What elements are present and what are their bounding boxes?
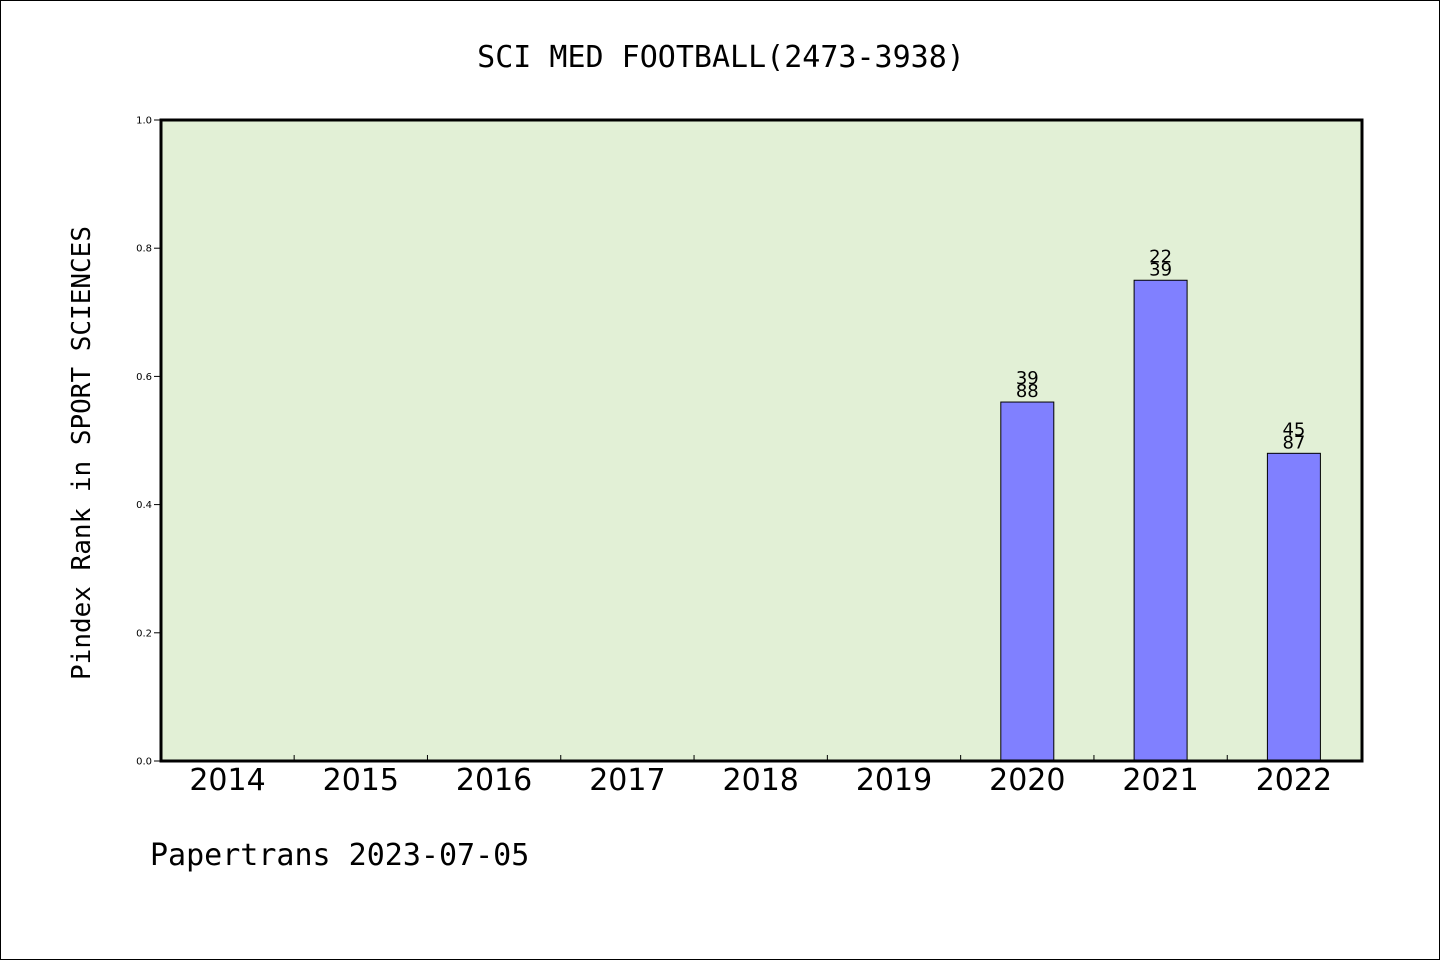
- y-axis: 0.0 0.2 0.4 0.6 0.8 1.0: [136, 116, 161, 768]
- bar-label-top: 39: [1016, 368, 1039, 389]
- bar-label-bottom: 87: [1282, 432, 1305, 453]
- x-tick-label: 2016: [456, 763, 532, 798]
- bar-label-top: 22: [1149, 246, 1172, 267]
- y-tick-label: 0.8: [136, 244, 152, 255]
- y-axis-label: Pindex Rank in SPORT SCIENCES: [67, 226, 97, 680]
- bar-2022: [1266, 452, 1321, 762]
- chart-title: SCI MED FOOTBALL(2473-3938): [477, 40, 965, 75]
- bar-label-bottom: 88: [1016, 381, 1039, 402]
- y-tick-label: 1.0: [136, 116, 152, 127]
- x-tick-label: 2018: [723, 763, 799, 798]
- footer-credit: Papertrans 2023-07-05: [150, 838, 529, 873]
- bar-label-bottom: 39: [1149, 259, 1172, 280]
- x-tick-label: 2014: [189, 763, 265, 798]
- bar-2021: [1133, 279, 1188, 762]
- x-tick-label: 2015: [323, 763, 399, 798]
- y-tick-label: 0.0: [136, 757, 152, 768]
- bar-2020: [1000, 401, 1055, 762]
- x-tick-label: 2020: [989, 763, 1065, 798]
- plot-border: [159, 118, 1364, 763]
- bars: [1000, 279, 1321, 762]
- y-tick-label: 0.2: [136, 628, 152, 639]
- y-tick-label: 0.6: [136, 372, 152, 383]
- x-axis: 2014 2015 2016 2017 2018 2019 2020 2021 2022: [189, 755, 1332, 798]
- x-tick-label: 2022: [1256, 763, 1332, 798]
- y-tick-label: 0.4: [136, 500, 152, 511]
- x-tick-label: 2019: [856, 763, 932, 798]
- x-tick-label: 2017: [589, 763, 665, 798]
- bar-label-top: 45: [1282, 419, 1305, 440]
- x-tick-label: 2021: [1122, 763, 1198, 798]
